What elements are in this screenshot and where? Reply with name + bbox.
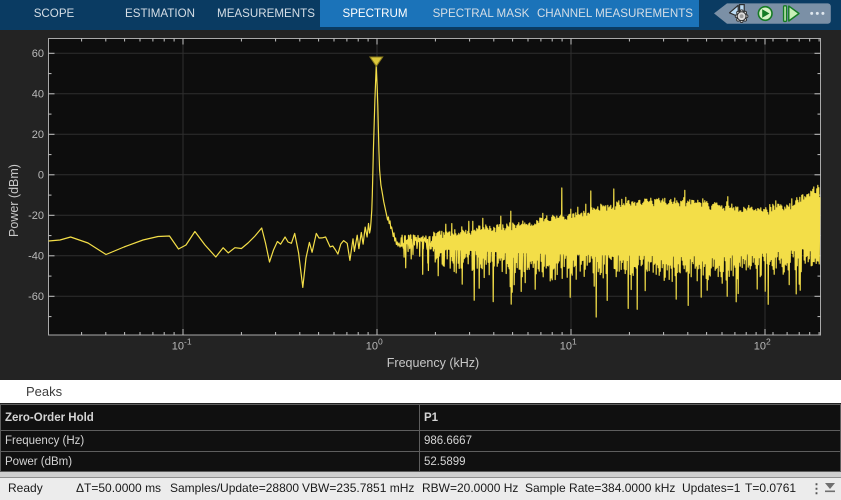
svg-text:60: 60 [32,48,44,60]
svg-text:0: 0 [378,337,383,347]
svg-text:10: 10 [366,341,378,353]
svg-text:20: 20 [32,129,44,141]
svg-text:10: 10 [172,341,184,353]
svg-text:10: 10 [560,341,572,353]
svg-text:-40: -40 [28,251,44,263]
svg-text:Frequency (kHz): Frequency (kHz) [387,356,479,370]
svg-text:-1: -1 [184,337,192,347]
svg-text:40: 40 [32,89,44,101]
svg-text:-60: -60 [28,291,44,303]
svg-text:-20: -20 [28,210,44,222]
svg-text:Power (dBm): Power (dBm) [7,164,21,237]
svg-text:1: 1 [572,337,577,347]
svg-text:2: 2 [766,337,771,347]
svg-text:0: 0 [38,170,44,182]
svg-text:10: 10 [754,341,766,353]
